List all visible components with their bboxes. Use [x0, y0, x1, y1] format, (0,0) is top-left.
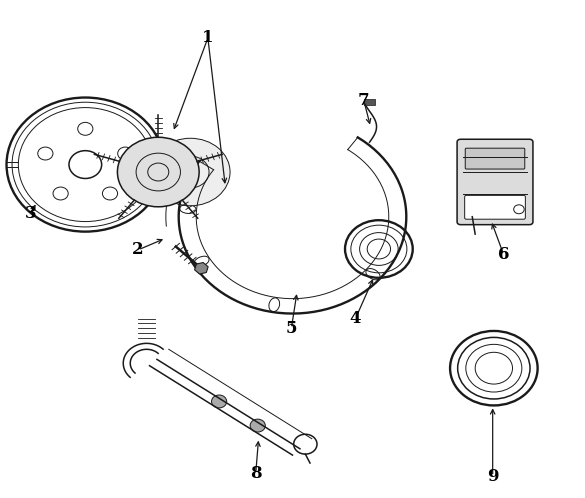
Text: 5: 5 [285, 320, 297, 337]
Circle shape [151, 138, 230, 206]
Circle shape [118, 147, 133, 160]
Text: 6: 6 [498, 247, 510, 263]
Text: 9: 9 [487, 468, 498, 485]
FancyBboxPatch shape [465, 148, 525, 169]
Text: 3: 3 [25, 205, 37, 222]
Text: 1: 1 [202, 29, 214, 46]
Circle shape [102, 187, 118, 200]
Circle shape [38, 147, 53, 160]
Polygon shape [195, 262, 208, 274]
Text: 2: 2 [132, 242, 144, 258]
Text: 4: 4 [350, 310, 362, 327]
Bar [364, 99, 375, 106]
Circle shape [118, 137, 199, 207]
Text: 8: 8 [250, 465, 261, 482]
Circle shape [78, 123, 93, 135]
Text: 7: 7 [358, 92, 370, 109]
Circle shape [53, 187, 68, 200]
FancyBboxPatch shape [464, 195, 525, 219]
Circle shape [250, 419, 266, 432]
FancyBboxPatch shape [457, 139, 533, 225]
Circle shape [212, 395, 227, 408]
